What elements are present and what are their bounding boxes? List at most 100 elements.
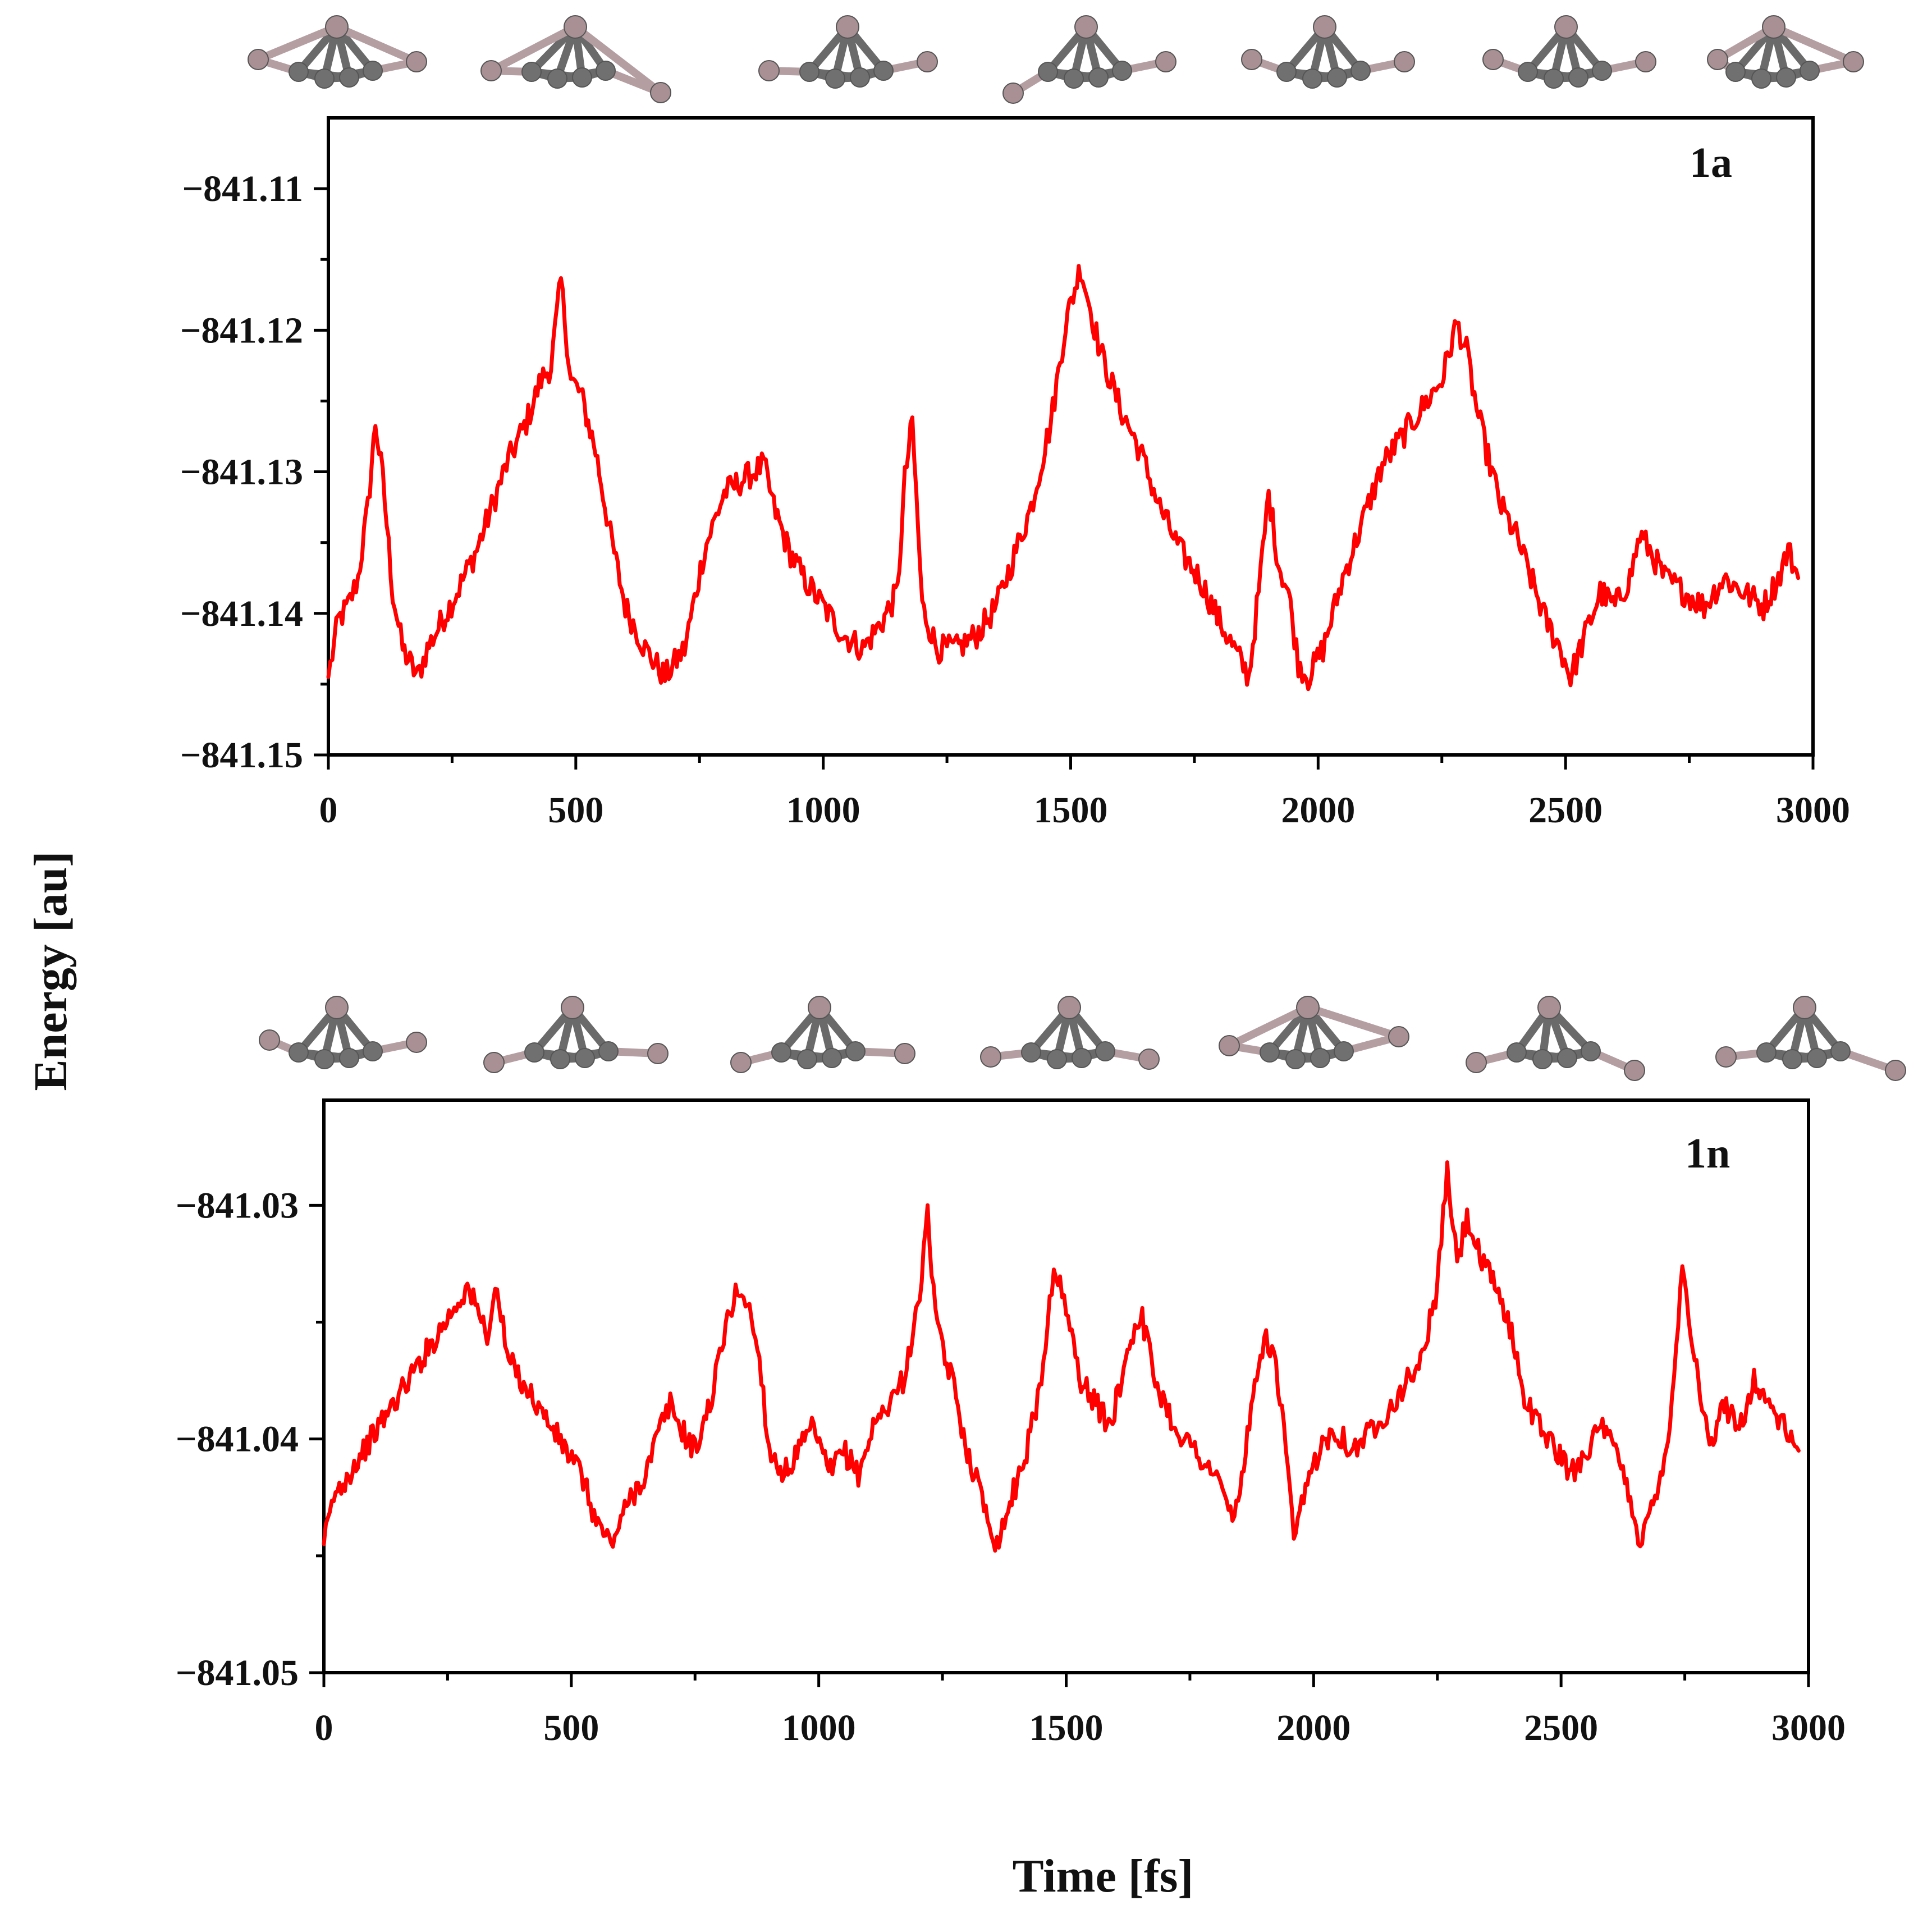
atom [1624, 1060, 1645, 1081]
atom [564, 15, 587, 39]
atom [1715, 1046, 1737, 1068]
molecule-structure [980, 996, 1160, 1070]
x-tick-label: 1000 [786, 790, 860, 831]
molecule-structure [1219, 996, 1409, 1069]
x-tick-label: 3000 [1776, 790, 1850, 831]
atom [980, 1046, 1001, 1068]
axis-ticks [309, 1203, 1810, 1687]
y-tick-label: −841.13 [180, 452, 303, 493]
atom [822, 1048, 842, 1068]
atom [1800, 61, 1820, 81]
molecule-structure [758, 15, 938, 89]
atom [1002, 83, 1024, 104]
molecule-strip-panel-1a [248, 15, 1864, 104]
atom [363, 1041, 383, 1061]
atom [1707, 49, 1728, 70]
x-axis-title: Time [fs] [1013, 1850, 1194, 1902]
molecule-structure [1241, 15, 1415, 89]
atom [406, 51, 427, 72]
atom [1313, 15, 1336, 39]
atom [1635, 51, 1656, 72]
atom [314, 68, 335, 89]
atom [1782, 1049, 1802, 1069]
atom [1021, 1042, 1041, 1063]
atom [248, 49, 269, 70]
atom [1296, 996, 1320, 1019]
x-tick-labels: 0 500 1000 1500 2000 2500 3000 [315, 1707, 1846, 1748]
atom [561, 996, 584, 1019]
y-axis-title: Energy [au] [25, 851, 77, 1091]
atom [799, 62, 820, 82]
atom [259, 1029, 280, 1051]
panel-label-1a: 1a [1690, 139, 1732, 186]
molecule-structure [1466, 996, 1645, 1081]
molecule-structure [1715, 996, 1906, 1081]
atom [1057, 996, 1081, 1019]
atom [650, 82, 671, 103]
atom [1388, 1026, 1409, 1047]
atom [647, 1043, 669, 1064]
bond [1225, 1004, 1312, 1050]
atom [1310, 1048, 1330, 1068]
atom [730, 1052, 752, 1073]
atom [845, 1041, 866, 1061]
atom [1830, 1041, 1851, 1061]
atom [363, 61, 383, 81]
atom [1507, 1042, 1527, 1063]
atom [1138, 1049, 1160, 1070]
y-tick-label: −841.14 [180, 593, 303, 634]
x-tick-label: 0 [319, 790, 338, 831]
atom [808, 996, 831, 1019]
atom [873, 61, 894, 81]
atom [1074, 15, 1098, 39]
atom [314, 1049, 335, 1069]
x-tick-label: 2500 [1528, 790, 1603, 831]
atom [1219, 1035, 1240, 1056]
atom [339, 67, 359, 88]
atom [325, 15, 349, 39]
atom [1532, 1049, 1553, 1069]
atom [521, 62, 542, 82]
y-tick-label: −841.03 [176, 1185, 299, 1226]
y-tick-label: −841.12 [180, 310, 303, 351]
atom [797, 1049, 817, 1069]
atom [1592, 61, 1612, 81]
atom [1885, 1060, 1906, 1081]
y-tick-label: −841.05 [176, 1652, 299, 1693]
atom [1807, 1048, 1827, 1068]
bond [333, 23, 420, 66]
atom [850, 67, 870, 88]
energy-line-1a [326, 264, 1801, 692]
molecule-structure [1482, 15, 1656, 89]
molecule-strip-panel-1n [259, 996, 1906, 1081]
atom [1843, 51, 1864, 72]
molecule-structure [259, 996, 427, 1069]
atom [1762, 15, 1786, 39]
x-tick-label: 500 [543, 1707, 599, 1748]
atom [1072, 1048, 1092, 1068]
atom [598, 1041, 619, 1061]
atom [1482, 49, 1504, 70]
atom [1302, 68, 1322, 89]
molecule-structure [1002, 15, 1176, 104]
atom [1064, 68, 1084, 89]
atom [1557, 1048, 1577, 1068]
atom [1466, 1052, 1487, 1073]
atom [596, 61, 616, 81]
bond [487, 23, 579, 75]
bond [1770, 23, 1857, 66]
atom [1537, 996, 1561, 1019]
energy-line-1n [322, 1160, 1801, 1553]
atom [1544, 68, 1564, 89]
x-tick-label: 2500 [1524, 1707, 1598, 1748]
atom [1554, 15, 1578, 39]
atom [1568, 67, 1588, 88]
atom [1793, 996, 1816, 1019]
x-tick-label: 3000 [1771, 1707, 1846, 1748]
atom [289, 1042, 309, 1063]
y-tick-label: −841.04 [176, 1419, 299, 1460]
atom [1350, 61, 1371, 81]
axis-ticks [314, 187, 1815, 770]
bond [1304, 1004, 1403, 1041]
